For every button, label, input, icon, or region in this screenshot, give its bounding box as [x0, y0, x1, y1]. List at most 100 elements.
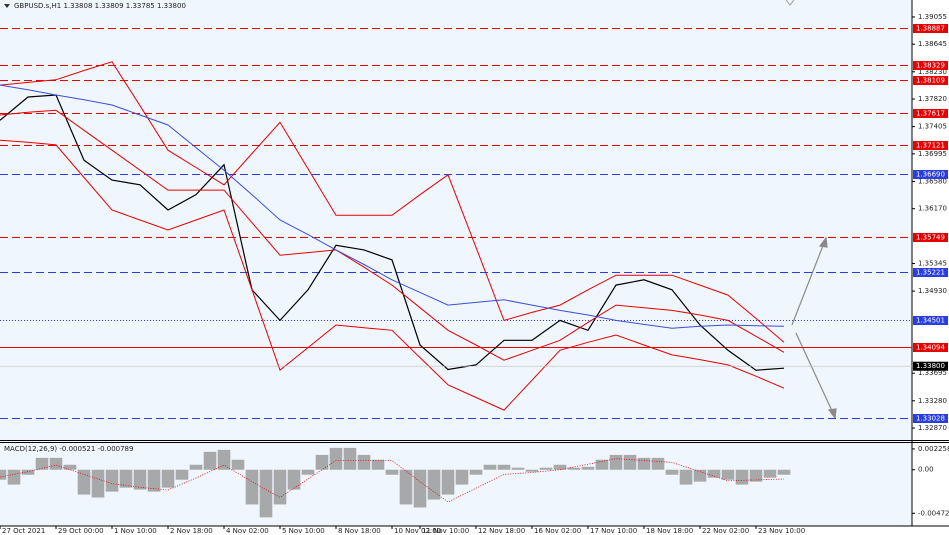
macd-bar	[553, 464, 567, 470]
x-tick-label: 10 Nov 02:00	[394, 527, 441, 535]
shift-marker	[785, 0, 795, 6]
level-label-box	[913, 170, 948, 179]
level-label-box	[913, 76, 948, 85]
macd-bar	[665, 469, 679, 475]
arrow-head	[818, 236, 828, 248]
macd-bar	[721, 469, 735, 480]
macd-bar	[287, 469, 301, 490]
level-label: 1.38329	[916, 62, 945, 70]
last-price-label: 1.33800	[916, 362, 945, 370]
level-label-box	[913, 24, 948, 33]
x-tick-label: 1 Nov 10:00	[114, 527, 157, 535]
macd-bar	[175, 469, 189, 480]
y-tick-label: 1.33695	[918, 369, 947, 377]
macd-bar	[651, 457, 665, 470]
macd-bar	[637, 457, 651, 470]
level-label: 1.33028	[916, 415, 945, 423]
macd-bar	[763, 469, 777, 478]
level-label-box	[913, 268, 948, 277]
macd-bar	[749, 469, 763, 482]
y-tick-label: 1.36170	[918, 205, 947, 213]
level-label: 1.34094	[916, 344, 945, 352]
macd-bar	[777, 469, 791, 475]
price-pane	[0, 0, 912, 440]
macd-bar	[595, 459, 609, 470]
macd-bar	[161, 469, 175, 488]
y-tick-label: 1.32870	[918, 424, 947, 432]
macd-bar	[511, 467, 525, 470]
macd-bar	[413, 469, 427, 508]
macd-bar	[539, 467, 553, 470]
macd-bar	[567, 467, 581, 470]
macd-bar	[315, 454, 329, 470]
menu-triangle[interactable]	[4, 4, 10, 8]
macd-bar	[623, 454, 637, 470]
level-label: 1.36690	[916, 171, 945, 179]
macd-bar	[105, 469, 119, 492]
level-label: 1.34501	[916, 317, 945, 325]
macd-bar	[693, 469, 707, 482]
x-tick-label: 17 Nov 10:00	[590, 527, 637, 535]
macd-bar	[245, 469, 259, 505]
macd-bar	[427, 469, 441, 500]
y-tick-label: 1.37405	[918, 123, 947, 131]
y-tick-label: 1.39055	[918, 13, 947, 21]
macd-bar	[371, 459, 385, 470]
macd-bar	[91, 469, 105, 498]
x-tick-label: 11 Nov 10:00	[422, 527, 469, 535]
projection-arrows	[791, 236, 837, 420]
signal-line	[0, 458, 785, 503]
y-tick-label: -0.004723	[918, 509, 949, 517]
level-label: 1.38109	[916, 77, 945, 85]
y-tick-label: 1.37820	[918, 95, 947, 103]
macd-bar	[581, 466, 595, 470]
macd-bar	[707, 469, 721, 478]
macd-bar	[0, 469, 7, 480]
last-price-box	[913, 361, 948, 371]
macd-bar	[189, 464, 203, 470]
y-tick-label: 1.38645	[918, 40, 947, 48]
x-tick-label: 8 Nov 18:00	[338, 527, 381, 535]
x-tick-label: 5 Nov 10:00	[282, 527, 325, 535]
y-tick-label: 0.00	[918, 466, 934, 474]
arrow-up	[791, 242, 825, 326]
level-label-box	[913, 414, 948, 423]
level-label-box	[913, 109, 948, 118]
y-tick-label: 1.33280	[918, 397, 947, 405]
macd-title: MACD(12,26,9) -0.000521 -0.000789	[4, 445, 133, 453]
macd-bar	[441, 469, 455, 495]
macd-bar	[21, 469, 35, 475]
arrow-down	[795, 332, 834, 414]
indicator-line	[0, 109, 785, 361]
macd-bar	[203, 451, 217, 470]
macd-bar	[525, 469, 539, 472]
y-tick-label: 1.34930	[918, 287, 947, 295]
macd-bar	[63, 464, 77, 470]
indicator-line	[0, 84, 785, 329]
macd-bar	[273, 469, 287, 505]
x-tick-label: 29 Oct 00:00	[58, 527, 104, 535]
level-label-box	[913, 141, 948, 150]
macd-bar	[483, 464, 497, 470]
macd-bar	[399, 469, 413, 505]
y-tick-label: 1.35345	[918, 260, 947, 268]
macd-bar	[35, 457, 49, 470]
x-tick-label: 12 Nov 18:00	[478, 527, 525, 535]
macd-bar	[77, 469, 91, 495]
level-label-box	[913, 343, 948, 352]
macd-bar	[609, 454, 623, 470]
macd-bar	[385, 469, 399, 475]
macd-bar	[147, 469, 161, 492]
price-line	[0, 94, 785, 371]
level-label: 1.35749	[916, 234, 945, 242]
y-tick-label: 1.36580	[918, 177, 947, 185]
macd-bar	[329, 447, 343, 470]
level-label: 1.37617	[916, 110, 945, 118]
macd-bar	[343, 447, 357, 470]
chart-title: GBPUSD.s,H1 1.33808 1.33809 1.33785 1.33…	[14, 2, 186, 10]
macd-bar	[133, 469, 147, 490]
indicator-line	[0, 61, 785, 343]
x-tick-label: 27 Oct 2021	[2, 527, 45, 535]
y-tick-label: 1.38230	[918, 68, 947, 76]
